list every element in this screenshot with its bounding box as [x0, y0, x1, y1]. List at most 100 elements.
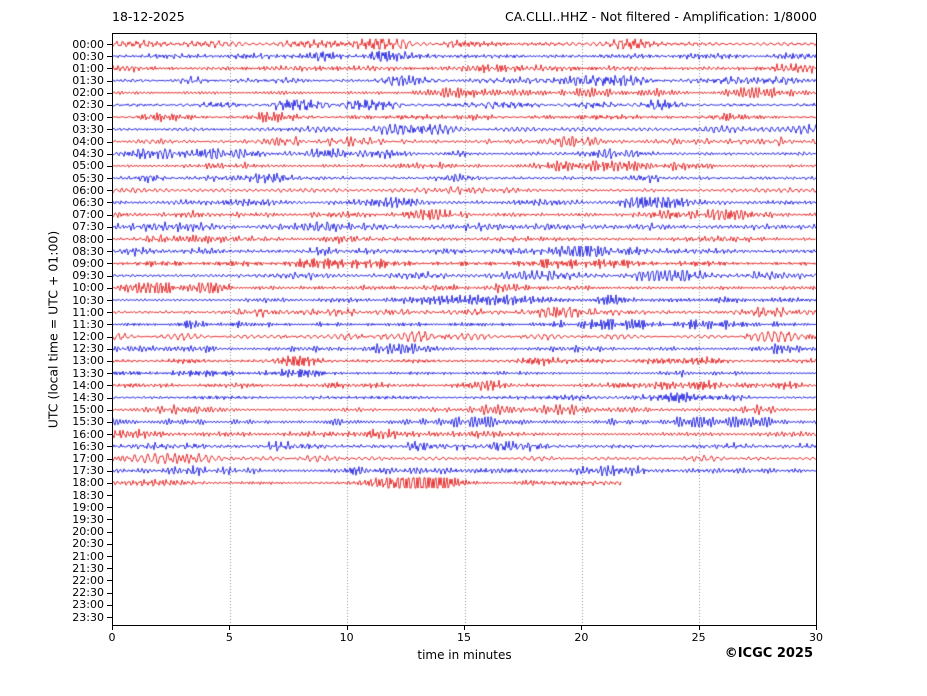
- y-tick-label: 23:30: [72, 610, 104, 624]
- chart-title: CA.CLLI..HHZ - Not filtered - Amplificat…: [504, 9, 817, 24]
- y-tick: [107, 190, 112, 192]
- y-tick: [107, 519, 112, 521]
- x-tick-label: 0: [108, 631, 116, 644]
- y-tick-label: 22:00: [72, 573, 104, 587]
- copyright-label: ©ICGC 2025: [724, 646, 813, 661]
- y-tick-label: 08:30: [72, 244, 104, 258]
- y-tick: [107, 56, 112, 58]
- y-tick: [107, 239, 112, 241]
- y-tick-label: 17:00: [72, 452, 104, 465]
- x-tick: [581, 626, 583, 630]
- x-tick-label: 20: [574, 631, 589, 644]
- y-tick: [107, 312, 112, 314]
- y-tick: [107, 446, 112, 448]
- y-tick: [107, 287, 112, 289]
- y-tick-label: 00:00: [72, 37, 104, 51]
- y-tick: [107, 44, 112, 45]
- y-tick-label: 08:00: [72, 232, 104, 246]
- y-tick-label: 07:00: [72, 208, 104, 222]
- y-tick: [107, 348, 112, 350]
- y-tick-label: 03:00: [72, 110, 104, 124]
- y-tick-label: 01:30: [72, 74, 104, 88]
- y-tick-label: 10:00: [72, 281, 104, 295]
- y-tick-label: 16:00: [72, 427, 104, 441]
- y-tick: [107, 556, 112, 558]
- y-tick-label: 20:30: [72, 537, 104, 551]
- y-tick: [107, 263, 112, 265]
- y-tick-label: 21:00: [72, 549, 104, 563]
- y-tick: [107, 373, 112, 375]
- plot-area: [112, 33, 817, 626]
- y-tick: [107, 324, 112, 326]
- y-tick: [107, 336, 112, 338]
- y-tick: [107, 580, 112, 582]
- y-tick-label: 11:00: [72, 305, 104, 319]
- y-tick: [107, 141, 112, 143]
- y-tick-label: 11:30: [72, 317, 104, 331]
- y-tick: [107, 531, 112, 533]
- y-tick-label: 13:30: [72, 366, 104, 380]
- x-tick-label: 5: [225, 631, 233, 644]
- header-date: 18-12-2025: [112, 9, 185, 24]
- y-tick-label: 03:30: [72, 122, 104, 136]
- y-tick: [107, 214, 112, 216]
- y-tick: [107, 80, 112, 82]
- x-tick: [229, 626, 231, 630]
- y-tick-label: 20:00: [72, 525, 104, 539]
- y-tick-label: 19:00: [72, 500, 104, 514]
- y-tick-label: 04:30: [72, 147, 104, 161]
- y-tick: [107, 104, 112, 106]
- y-tick-label: 23:00: [72, 598, 104, 612]
- y-tick: [107, 470, 112, 472]
- y-tick-label: 22:30: [72, 586, 104, 600]
- y-tick-label: 16:30: [72, 439, 104, 453]
- y-tick-label: 07:30: [72, 220, 104, 234]
- x-tick: [816, 626, 817, 630]
- y-tick-label: 02:00: [72, 86, 104, 100]
- y-tick: [107, 482, 112, 484]
- y-tick: [107, 458, 112, 460]
- x-tick-label: 25: [691, 631, 706, 644]
- y-tick-label: 06:30: [72, 195, 104, 209]
- y-tick-label: 14:30: [72, 391, 104, 405]
- y-tick: [107, 604, 112, 606]
- x-tick-label: 10: [339, 631, 354, 644]
- y-tick-label: 06:00: [72, 183, 104, 197]
- y-tick-label: 19:30: [72, 512, 104, 526]
- y-tick-label: 04:00: [72, 135, 104, 149]
- y-tick: [107, 251, 112, 253]
- y-tick-label: 15:00: [72, 403, 104, 417]
- y-tick-label: 21:30: [72, 561, 104, 575]
- y-tick: [107, 300, 112, 302]
- y-tick-label: 10:30: [72, 293, 104, 307]
- y-tick: [107, 592, 112, 594]
- y-tick: [107, 178, 112, 180]
- y-tick: [107, 421, 112, 423]
- x-tick-label: 15: [457, 631, 471, 644]
- y-tick: [107, 360, 112, 362]
- y-tick-label: 14:00: [72, 378, 104, 392]
- y-tick: [107, 92, 112, 94]
- y-tick-label: 01:00: [72, 61, 104, 75]
- y-tick: [107, 129, 112, 131]
- y-tick: [107, 495, 112, 497]
- x-tick-label: 30: [809, 631, 823, 644]
- y-tick: [107, 397, 112, 399]
- y-tick: [107, 202, 112, 204]
- y-tick: [107, 226, 112, 228]
- y-tick-label: 09:00: [72, 256, 104, 270]
- y-tick: [107, 434, 112, 436]
- x-tick: [698, 626, 700, 630]
- y-tick-label: 05:30: [72, 171, 104, 185]
- y-tick-label: 00:30: [72, 49, 104, 63]
- y-tick: [107, 543, 112, 545]
- x-tick: [112, 626, 113, 630]
- y-tick: [107, 568, 112, 570]
- y-tick: [107, 507, 112, 509]
- y-tick-label: 18:30: [72, 488, 104, 502]
- y-tick: [107, 68, 112, 70]
- x-axis-label: time in minutes: [417, 648, 512, 662]
- y-tick-label: 13:00: [72, 354, 104, 368]
- y-tick-label: 12:00: [72, 330, 104, 344]
